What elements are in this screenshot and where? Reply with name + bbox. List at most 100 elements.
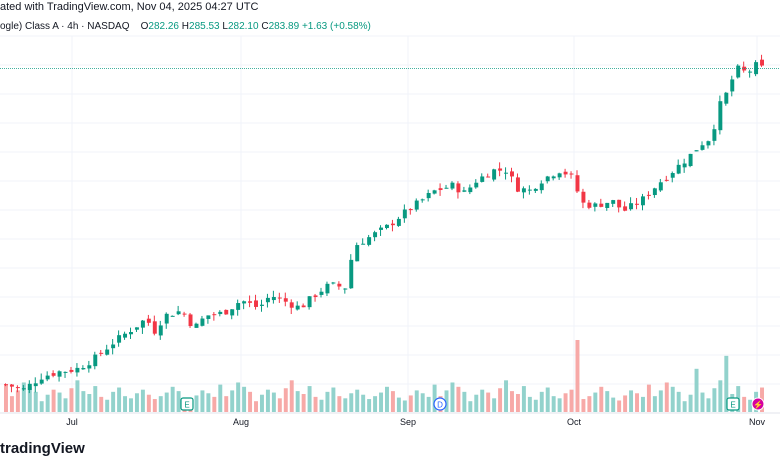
earnings-icon[interactable] bbox=[726, 397, 740, 411]
volume-bar bbox=[170, 386, 175, 412]
dividend-icon[interactable] bbox=[433, 397, 447, 411]
candle-body bbox=[9, 384, 14, 387]
volume-bar bbox=[361, 394, 366, 412]
x-tick-label[interactable]: Oct bbox=[567, 417, 582, 427]
candle-body bbox=[760, 59, 764, 66]
candle-body bbox=[432, 190, 437, 194]
volume-bar bbox=[200, 390, 205, 412]
volume-bar bbox=[670, 386, 675, 412]
high-label: H bbox=[181, 21, 190, 32]
candle-body bbox=[313, 295, 318, 298]
volume-bar bbox=[75, 380, 80, 412]
volume-bar bbox=[93, 386, 98, 412]
candle-body bbox=[694, 150, 699, 152]
volume-bar bbox=[51, 389, 56, 412]
candle-body bbox=[593, 203, 598, 207]
candle-body bbox=[69, 369, 74, 372]
volume-bar bbox=[146, 394, 151, 412]
candle-body bbox=[343, 288, 348, 290]
volume-bar bbox=[617, 400, 622, 412]
volume-bar bbox=[492, 398, 497, 412]
event-marker-dividend[interactable]: D bbox=[433, 397, 447, 411]
candle-body bbox=[21, 388, 26, 390]
low-value: 282.10 bbox=[227, 21, 259, 32]
candle-body bbox=[575, 175, 580, 192]
candle-body bbox=[402, 209, 407, 219]
event-label: E bbox=[184, 401, 189, 410]
x-tick-label[interactable]: Nov bbox=[749, 417, 766, 427]
price-chart[interactable]: E D E ⚡ Jul Aug Sep Oct Nov bbox=[0, 0, 780, 440]
candle-body bbox=[724, 92, 729, 104]
volume-bar bbox=[289, 380, 294, 412]
candle-body bbox=[301, 305, 306, 308]
candle-body bbox=[623, 206, 628, 211]
event-marker-earnings[interactable]: E bbox=[726, 397, 740, 411]
volume-bar bbox=[99, 396, 104, 412]
candle-body bbox=[563, 171, 568, 175]
lightning-icon[interactable] bbox=[751, 397, 765, 411]
candle-body bbox=[379, 227, 383, 230]
event-markers[interactable]: E D E ⚡ bbox=[180, 397, 765, 411]
volume-bar bbox=[111, 391, 116, 412]
volume-bar bbox=[480, 389, 485, 412]
volume-bar bbox=[331, 387, 336, 412]
candle-body bbox=[355, 245, 360, 262]
x-tick-label[interactable]: Aug bbox=[233, 417, 249, 427]
candle-body bbox=[510, 171, 514, 177]
candle-body bbox=[492, 169, 497, 180]
candle-body bbox=[105, 349, 110, 355]
volume-bar bbox=[117, 387, 122, 412]
volume-bar bbox=[295, 391, 300, 412]
event-marker-earnings[interactable]: E bbox=[180, 397, 194, 411]
candle-body bbox=[242, 301, 247, 304]
candle-body bbox=[170, 315, 175, 317]
volume-bar bbox=[4, 384, 8, 412]
candle-body bbox=[259, 304, 264, 306]
candle-body bbox=[63, 371, 68, 373]
candle-body bbox=[283, 298, 288, 302]
candle-body bbox=[664, 179, 669, 181]
candle-body bbox=[533, 188, 538, 191]
earnings-icon[interactable] bbox=[180, 397, 194, 411]
candle-body bbox=[676, 164, 681, 174]
volume-bar bbox=[277, 398, 282, 412]
volume-bar bbox=[9, 396, 14, 412]
candle-body bbox=[545, 176, 550, 182]
volume-bar bbox=[265, 389, 270, 412]
candle-body bbox=[599, 203, 604, 207]
volume-bar bbox=[593, 392, 598, 412]
candle-body bbox=[468, 187, 473, 193]
candle-body bbox=[444, 187, 449, 189]
candle-body bbox=[212, 314, 217, 316]
candle-body bbox=[218, 311, 223, 315]
candle-body bbox=[51, 373, 56, 376]
volume-bar bbox=[105, 399, 110, 412]
candle-body bbox=[307, 296, 312, 308]
event-marker-split-or-event[interactable]: ⚡ bbox=[751, 397, 765, 411]
volume-bar bbox=[533, 399, 538, 412]
x-tick-label[interactable]: Sep bbox=[400, 417, 416, 427]
volume-bar bbox=[21, 382, 26, 412]
candle-body bbox=[206, 315, 211, 319]
candle-body bbox=[408, 209, 413, 211]
candle-body bbox=[224, 309, 229, 315]
candle-body bbox=[75, 367, 80, 373]
volume-bar bbox=[164, 392, 169, 412]
candle-body bbox=[146, 318, 151, 323]
time-axis[interactable]: Jul Aug Sep Oct Nov bbox=[0, 412, 780, 427]
volume-bar bbox=[402, 400, 407, 412]
close-value: 283.89 bbox=[268, 21, 300, 32]
candle-body bbox=[152, 321, 157, 334]
volume-bar bbox=[355, 389, 360, 412]
candle-body bbox=[670, 173, 675, 178]
candle-body bbox=[200, 318, 205, 326]
x-tick-label[interactable]: Jul bbox=[66, 417, 78, 427]
candle-body bbox=[134, 327, 139, 330]
grid bbox=[0, 35, 780, 412]
candle-body bbox=[515, 177, 520, 192]
candles bbox=[4, 54, 764, 394]
volume-bar bbox=[39, 401, 44, 412]
volume-bar bbox=[408, 395, 413, 412]
volume-bar bbox=[218, 384, 223, 412]
volume-bar bbox=[682, 401, 687, 412]
